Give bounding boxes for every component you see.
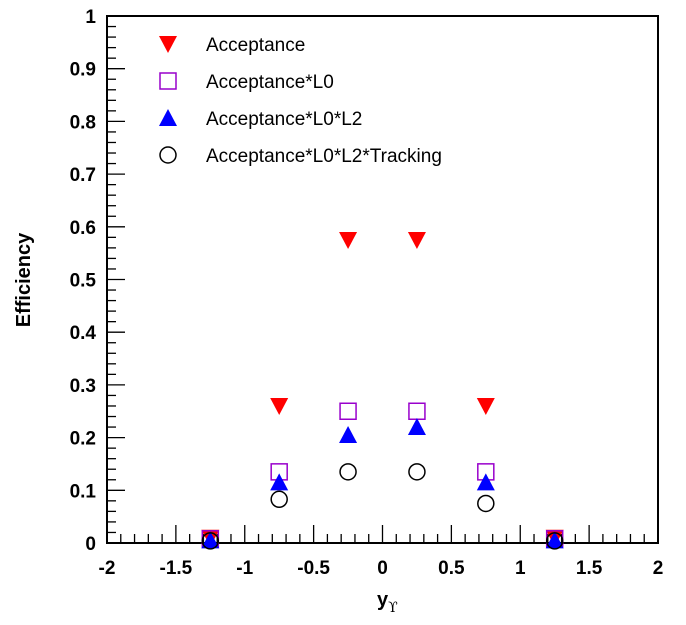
- x-tick-label: -1.5: [160, 558, 193, 579]
- x-tick-label: 2: [653, 558, 664, 579]
- x-axis-title-subscript: ϒ: [388, 600, 398, 616]
- y-tick-label: 0.9: [70, 60, 96, 81]
- legend-label: Acceptance*L0*L2*Tracking: [206, 146, 442, 167]
- legend-marker: [159, 36, 177, 53]
- data-point-series-4: [408, 463, 426, 481]
- data-point-series-4: [545, 532, 564, 550]
- legend-label: Acceptance: [206, 35, 305, 56]
- data-point-series-3: [339, 425, 358, 443]
- data-point-series-3: [407, 418, 426, 436]
- data-point-series-3: [545, 531, 564, 549]
- x-tick-label: -1: [236, 558, 253, 579]
- x-tick-label: 1.5: [576, 558, 603, 579]
- data-point-series-3: [476, 473, 495, 491]
- x-tick-label: -0.5: [297, 558, 330, 579]
- y-tick-label: 0.2: [70, 429, 96, 450]
- data-point-series-2: [408, 402, 426, 420]
- x-tick-label: 0.5: [438, 558, 465, 579]
- y-tick-label: 0.6: [70, 218, 96, 239]
- data-point-series-1: [339, 231, 358, 249]
- legend-marker: [159, 146, 177, 164]
- legend-marker: [159, 109, 177, 126]
- data-point-series-1: [270, 397, 289, 415]
- data-point-series-2: [339, 402, 357, 420]
- y-tick-label: 0.3: [70, 376, 96, 397]
- y-tick-label: 0.7: [70, 165, 96, 186]
- x-tick-label: -2: [99, 558, 116, 579]
- legend-marker: [159, 72, 177, 90]
- legend-label: Acceptance*L0: [206, 72, 334, 93]
- x-axis-title: yϒ: [377, 589, 398, 616]
- data-point-series-3: [270, 473, 289, 491]
- y-tick-labels: 0 0.1 0.2 0.3 0.4 0.5 0.6 0.7 0.8 0.9 1: [70, 7, 97, 555]
- data-point-series-1: [476, 397, 495, 415]
- data-point-series-4: [477, 494, 495, 513]
- plot-frame: [106, 15, 659, 544]
- data-point-series-1: [407, 231, 426, 249]
- data-point-series-4: [339, 463, 357, 481]
- axis-ticks: [106, 15, 659, 544]
- y-tick-label: 0.5: [70, 271, 97, 292]
- y-tick-label: 0.1: [70, 481, 97, 502]
- y-tick-label: 0.4: [70, 323, 97, 344]
- data-point-series-4: [270, 490, 288, 509]
- y-tick-label: 1: [85, 7, 96, 28]
- data-point-series-4: [201, 532, 220, 550]
- y-tick-label: 0.8: [70, 112, 96, 133]
- y-tick-label: 0: [85, 534, 96, 555]
- legend-label: Acceptance*L0*L2: [206, 109, 362, 130]
- x-axis-title-main: y: [377, 589, 389, 611]
- x-tick-label: 1: [515, 558, 526, 579]
- data-point-series-3: [201, 531, 220, 549]
- legend: Acceptance Acceptance*L0 Acceptance*L0*L2 A…: [159, 35, 442, 167]
- x-tick-labels: -2 -1.5 -1 -0.5 0 0.5 1 1.5 2: [99, 558, 664, 579]
- x-tick-label: 0: [377, 558, 388, 579]
- data-points: [201, 231, 564, 550]
- y-axis-title: Efficiency: [13, 232, 35, 327]
